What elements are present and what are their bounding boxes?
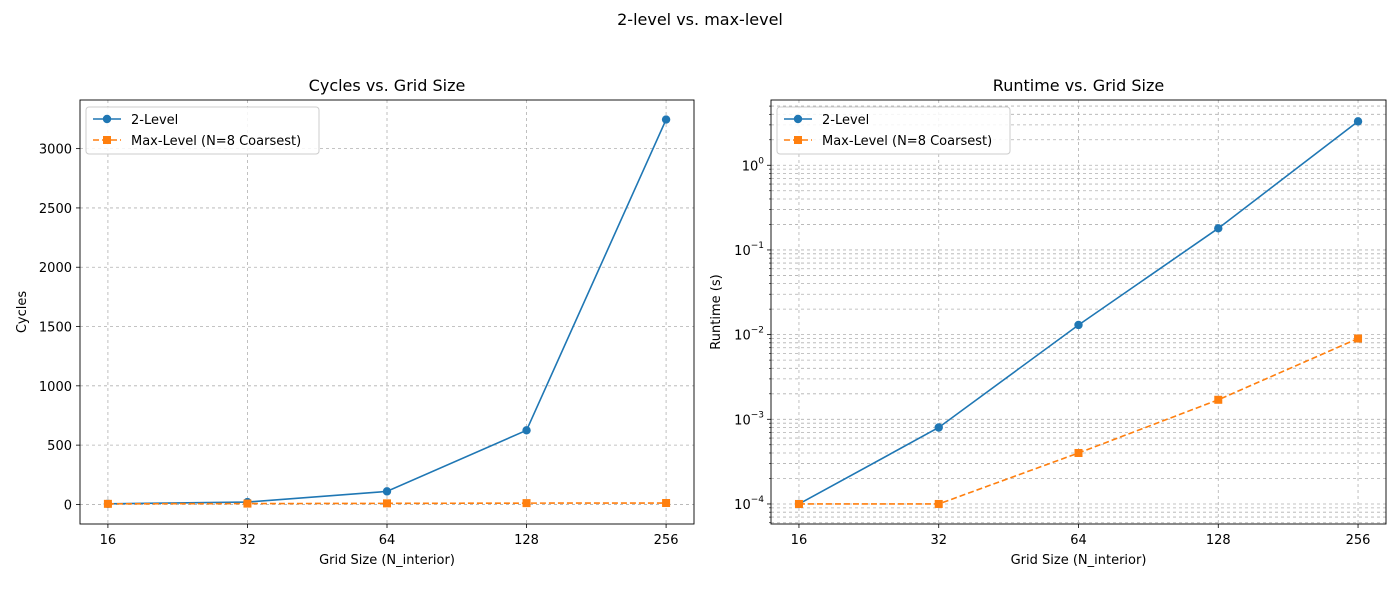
x-tick-label: 32	[239, 533, 256, 548]
data-point	[1074, 448, 1083, 457]
data-point	[661, 115, 671, 124]
y-tick-label: 3000	[39, 143, 72, 158]
data-point	[383, 499, 391, 508]
legend-box	[85, 106, 320, 155]
data-point	[1354, 334, 1363, 343]
axes-title: Cycles vs. Grid Size	[309, 76, 466, 95]
data-point	[934, 499, 943, 508]
y-tick-label: 1500	[39, 321, 72, 336]
y-axis-label: Runtime (s)	[709, 274, 724, 349]
legend-marker	[102, 114, 112, 124]
x-tick-label: 16	[791, 533, 808, 548]
data-point	[794, 499, 803, 508]
y-tick-label: 0	[64, 498, 72, 513]
axes-frame	[770, 99, 1387, 525]
axes-title: Runtime vs. Grid Size	[993, 76, 1164, 95]
figure-suptitle: 2-level vs. max-level	[617, 10, 783, 29]
data-point	[1214, 224, 1223, 233]
x-tick-label: 256	[654, 533, 679, 548]
legend: 2-Level Max-Level (N=8 Coarsest)	[85, 106, 320, 155]
x-tick-label: 64	[379, 533, 396, 548]
legend-marker	[794, 136, 802, 144]
x-tick-label: 64	[1070, 533, 1087, 548]
legend-box	[776, 106, 1011, 155]
legend-label: 2-Level	[822, 113, 869, 128]
y-tick-label: 500	[47, 439, 72, 454]
data-point	[1074, 320, 1083, 330]
chart-panel-2: 16 32 64 128 256 10−4 10−3 10−2 10−1 100 Runtime v…	[709, 76, 1387, 568]
x-tick-label: 256	[1346, 533, 1371, 548]
y-tick-label: 10−4	[734, 495, 764, 513]
data-point	[1353, 117, 1363, 126]
legend: 2-Level Max-Level (N=8 Coarsest)	[776, 106, 1011, 155]
y-tick-label: 2000	[39, 261, 72, 276]
data-point	[382, 487, 392, 496]
x-tick-label: 16	[100, 533, 117, 548]
legend-marker	[793, 114, 803, 124]
data-point	[243, 499, 252, 508]
legend-marker	[103, 136, 111, 144]
y-tick-label: 10−2	[734, 326, 764, 344]
x-axis-label: Grid Size (N_interior)	[1011, 553, 1147, 568]
legend-label: Max-Level (N=8 Coarsest)	[822, 134, 992, 149]
data-point	[522, 426, 531, 435]
data-point	[103, 499, 112, 508]
x-tick-label: 32	[930, 533, 947, 548]
x-tick-label: 128	[514, 533, 539, 548]
y-tick-label: 10−3	[734, 410, 764, 428]
y-tick-label: 10−1	[734, 241, 764, 259]
data-point	[934, 423, 943, 432]
chart-panel-1: 16 32 64 128 256 0 500 1000 1500 2000 2500 3000 Cycl…	[15, 76, 695, 568]
y-tick-label: 2500	[39, 202, 72, 217]
axes-frame	[79, 99, 695, 525]
y-tick-label: 1000	[39, 380, 72, 395]
x-tick-label: 128	[1206, 533, 1231, 548]
legend-label: 2-Level	[131, 113, 178, 128]
data-point	[1214, 395, 1223, 404]
x-axis-label: Grid Size (N_interior)	[319, 553, 455, 568]
data-point	[662, 499, 671, 508]
data-point	[522, 499, 531, 508]
y-axis-label: Cycles	[15, 291, 30, 334]
y-tick-label: 100	[742, 156, 765, 174]
legend-label: Max-Level (N=8 Coarsest)	[131, 134, 301, 149]
